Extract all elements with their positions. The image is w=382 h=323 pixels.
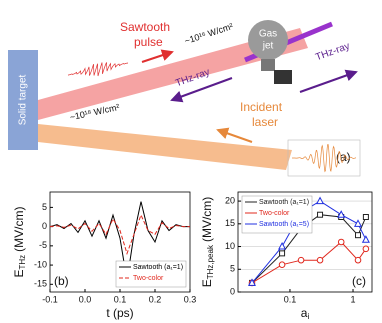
y-axis-label-main: E [200,279,214,287]
marker [337,238,345,246]
legend-label: Two-color [259,210,290,217]
marker [316,196,325,205]
plot-frame [237,191,373,293]
sawtooth-beam [38,28,308,120]
y-tick-label: -15 [34,279,47,289]
sawtooth-label: Sawtooth [120,20,170,34]
gas-label: Gas [259,29,277,40]
y-axis-label: ETHz (MV/cm) [12,206,27,277]
y-tick-label: 5 [230,264,235,274]
marker [279,250,286,257]
laser-wave [292,143,357,173]
x-tick-label: 1 [351,294,356,304]
sawtooth-label: pulse [134,35,163,49]
x-tick-label: -0.1 [42,294,58,304]
x-axis-label-main: a [301,306,308,320]
x-tick-label: 0.0 [79,294,92,304]
y-axis-label-unit: (MV/cm) [200,197,214,242]
x-tick-label: 0.3 [184,294,197,304]
solid-target [8,50,38,150]
marker [337,210,346,218]
y-axis-label-unit: (MV/cm) [12,206,26,251]
marker [354,256,362,264]
y-tick-label: 0 [230,286,235,296]
marker [316,256,324,264]
chart: 0 5 10 15 20 0.1 1 Sawtooth (a₁=1) Two-color Sawt… [200,191,373,321]
legend-label: Sawtooth (a₁=1) [133,264,183,271]
marker [353,219,363,227]
incident-beam [38,124,292,170]
y-axis-label: ETHz,peak (MV/cm) [200,197,215,288]
x-axis-label: ai [301,306,310,321]
legend-box [115,260,187,288]
x-tick-label: 0.1 [114,294,127,304]
intensity-label: ~10¹⁶ W/cm² [183,21,234,46]
y-tick-label: 20 [225,195,235,205]
marker [362,245,370,253]
pulse-box [287,139,361,177]
y-axis-label-main: E [12,269,26,277]
x-tick-label: 0.2 [149,294,162,304]
incident-label: Incident [240,100,283,114]
arrow [216,127,253,143]
arrow [170,77,233,103]
gas-jet [248,20,288,60]
series-line [49,213,190,256]
marker [297,256,305,264]
marker [278,241,287,250]
y-tick-label: -5 [39,240,47,250]
panel-label: (a) [336,150,351,164]
sawtooth-wave [67,62,129,77]
gas-label: jet [262,41,274,52]
target-label: Solid target [18,74,29,125]
incident-label: laser [252,115,278,129]
chart: -15 -10 -5 0 5 -0.1 0.0 0.1 0.2 0.3 Sawtooth (a₁=1… [12,191,197,320]
panel-label: (c) [352,274,366,288]
plot-frame [49,191,191,293]
marker [317,211,324,218]
y-axis-label-sub: THz [18,255,27,270]
legend-label: Sawtooth (a₁=1) [259,199,309,206]
y-tick-label: 15 [225,218,235,228]
marker [361,235,370,243]
y-axis-label-sub: THz,peak [206,244,215,279]
y-tick-label: 10 [225,241,235,251]
y-tick-label: -10 [34,259,47,269]
marker [355,232,362,239]
x-axis-label-sub: i [307,312,309,321]
x-axis-label: t (ps) [106,306,133,320]
arrow [141,49,174,63]
thz-label: THz-ray [314,41,351,63]
legend-label: Two-color [133,275,164,282]
valve [274,70,292,84]
y-tick-label: 5 [42,202,47,212]
y-tick-label: 0 [42,221,47,231]
arrow [299,69,358,93]
legend-label: Sawtooth (a₁=5) [259,221,309,228]
diagram: Solid target Gas jet Sawtooth pulse ~10¹… [8,20,361,177]
marker [278,261,286,269]
x-tick-label: 0.1 [284,294,297,304]
nozzle [261,59,275,71]
marker [362,214,369,220]
marker [247,278,257,286]
panel-label: (b) [54,274,69,288]
